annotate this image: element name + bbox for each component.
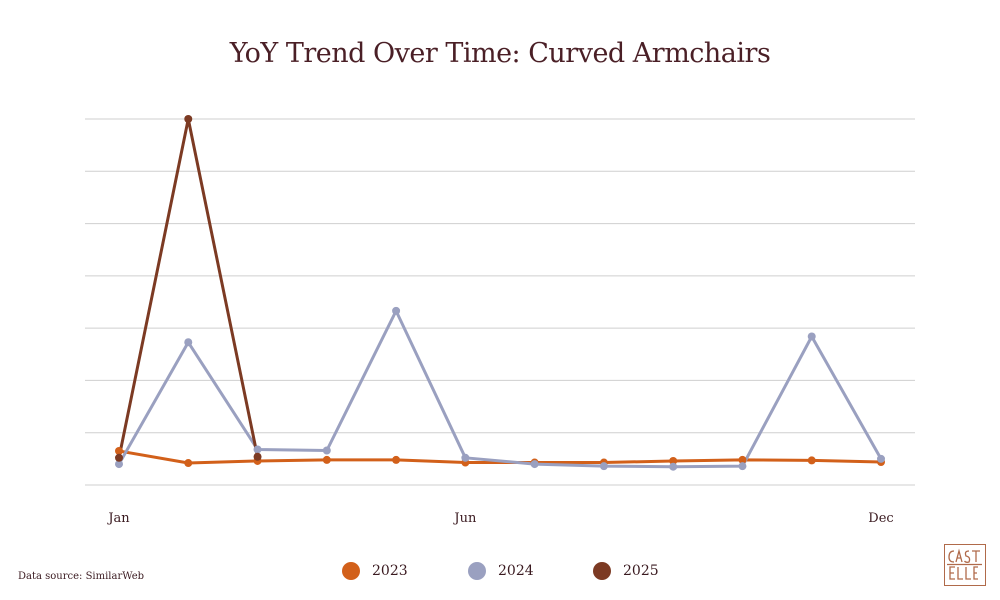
data-point-2024-11[interactable] xyxy=(807,332,816,341)
x-tick-label: Jun xyxy=(452,511,477,526)
data-point-2025-1[interactable] xyxy=(115,453,123,462)
x-tick-label: Jan xyxy=(106,511,130,526)
data-point-2023-4[interactable] xyxy=(322,455,331,464)
data-point-2024-6[interactable] xyxy=(461,453,470,462)
brand-logo xyxy=(944,544,986,586)
legend-swatch-2023 xyxy=(342,562,360,580)
data-point-2023-5[interactable] xyxy=(392,455,401,464)
data-point-2023-10[interactable] xyxy=(738,455,747,464)
brand-logo-mark-icon xyxy=(947,548,982,580)
x-tick-labels: Jan Jun Dec xyxy=(106,511,893,526)
series-line-2025 xyxy=(117,117,260,459)
data-point-2025-2[interactable] xyxy=(184,115,193,123)
legend: 2023 2024 2025 xyxy=(0,562,1000,586)
data-point-2024-12[interactable] xyxy=(877,454,885,463)
legend-item-2025[interactable]: 2025 xyxy=(593,562,659,580)
legend-label-2025: 2025 xyxy=(623,563,659,579)
series-line-2024 xyxy=(117,309,883,469)
data-point-2023-9[interactable] xyxy=(669,456,678,465)
data-point-2025-3[interactable] xyxy=(253,452,262,461)
legend-label-2024: 2024 xyxy=(498,563,534,579)
data-point-2024-10[interactable] xyxy=(738,462,747,471)
data-point-2024-5[interactable] xyxy=(392,306,401,315)
data-point-2023-1[interactable] xyxy=(115,447,123,456)
data-point-2024-9[interactable] xyxy=(669,462,678,471)
data-point-2024-7[interactable] xyxy=(530,460,539,469)
series-line-2023 xyxy=(118,449,882,465)
data-point-2023-11[interactable] xyxy=(807,456,816,465)
data-source-note: Data source: SimilarWeb xyxy=(18,571,145,582)
data-point-2024-4[interactable] xyxy=(322,446,331,455)
data-point-2023-2[interactable] xyxy=(184,459,193,468)
chart-title: YoY Trend Over Time: Curved Armchairs xyxy=(229,38,771,69)
data-point-2024-3[interactable] xyxy=(253,445,262,454)
gridlines xyxy=(85,118,915,486)
series-points xyxy=(115,115,885,471)
data-point-2024-2[interactable] xyxy=(184,338,193,347)
data-point-2024-8[interactable] xyxy=(599,462,608,471)
data-point-2024-1[interactable] xyxy=(115,460,123,469)
legend-item-2024[interactable]: 2024 xyxy=(468,562,534,580)
legend-item-2023[interactable]: 2023 xyxy=(342,562,408,580)
legend-swatch-2025 xyxy=(593,562,611,580)
x-tick-label: Dec xyxy=(868,511,893,526)
legend-label-2023: 2023 xyxy=(372,563,408,579)
legend-swatch-2024 xyxy=(468,562,486,580)
